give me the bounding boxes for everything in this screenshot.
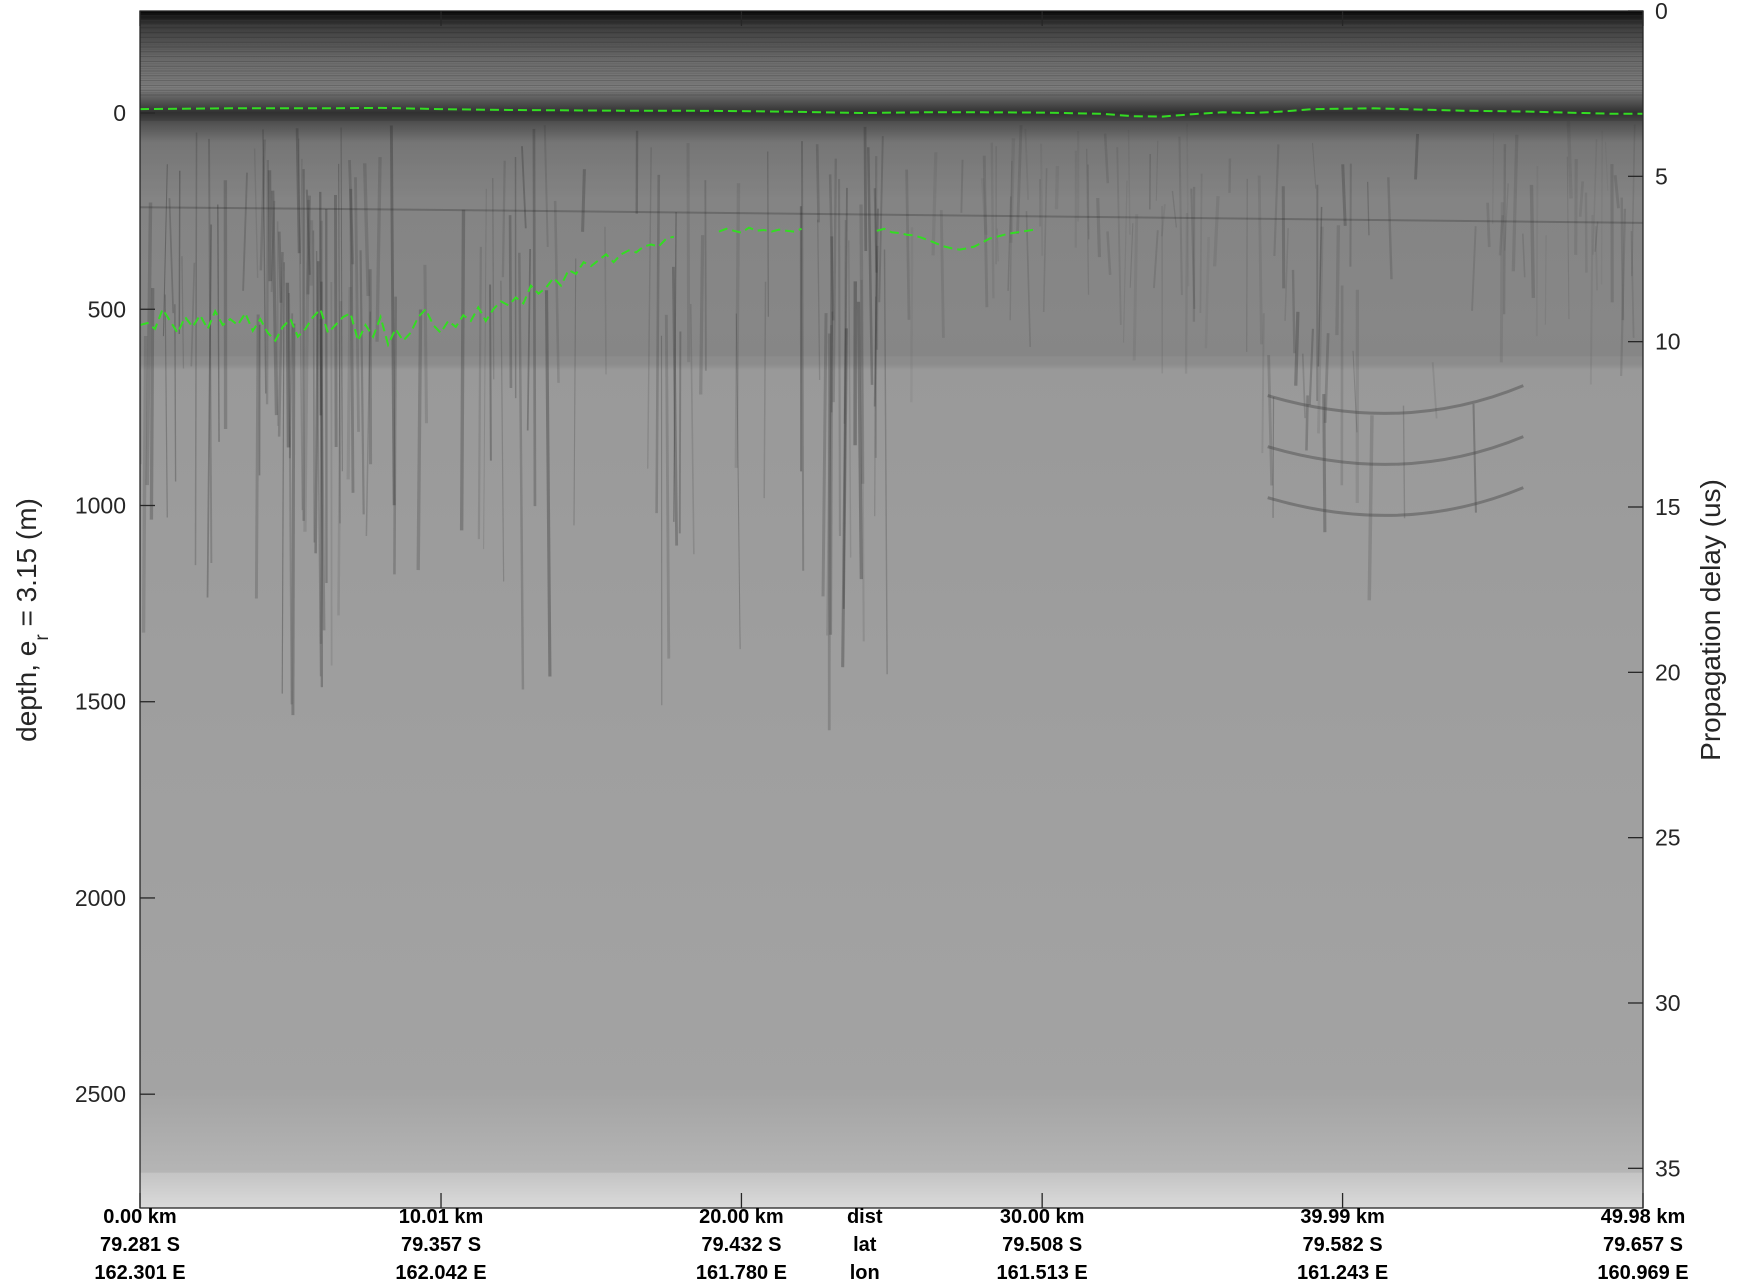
- bottom-tick-dist: 49.98 km: [1601, 1206, 1686, 1228]
- echo-streak: [1337, 225, 1339, 335]
- left-tick-label: 1000: [75, 492, 126, 518]
- echo-streak: [1537, 166, 1538, 336]
- echo-streak: [705, 180, 706, 371]
- bottom-tick-dist: 30.00 km: [1000, 1206, 1085, 1228]
- echo-streak: [1186, 213, 1187, 374]
- echo-streak: [269, 170, 270, 281]
- bottom-tick-lon: 161.243 E: [1297, 1262, 1388, 1283]
- echo-streak: [865, 127, 866, 251]
- left-tick-label: 0: [113, 100, 126, 126]
- bottom-tick-lat: 79.657 S: [1603, 1234, 1683, 1256]
- bottom-tick-lon: 162.042 E: [395, 1262, 486, 1283]
- echo-streak: [462, 210, 464, 531]
- echo-streak: [493, 178, 494, 379]
- bottom-tick-lon: 160.969 E: [1597, 1262, 1688, 1283]
- bottom-row-label-lat: lat: [853, 1234, 877, 1256]
- echo-streak: [313, 231, 314, 543]
- echogram-image: [140, 11, 1643, 1208]
- right-tick-label: 5: [1655, 163, 1668, 189]
- bottom-tick-lon: 161.513 E: [997, 1262, 1088, 1283]
- echo-streak: [1293, 270, 1294, 353]
- right-tick-label: 35: [1655, 1155, 1681, 1181]
- echo-streak: [311, 220, 312, 285]
- echo-streak: [1602, 131, 1603, 285]
- echo-streak: [151, 288, 152, 520]
- left-tick-label: 1500: [75, 689, 126, 715]
- echo-streak: [1200, 174, 1201, 313]
- echo-streak: [1416, 134, 1418, 179]
- echo-streak: [195, 132, 196, 565]
- bottom-tick-dist: 20.00 km: [699, 1206, 784, 1228]
- echo-streak: [1531, 185, 1533, 298]
- left-tick-label: 500: [88, 296, 126, 322]
- right-tick-label: 15: [1655, 494, 1681, 520]
- echo-streak: [688, 143, 689, 362]
- echo-streak: [490, 285, 491, 461]
- right-tick-label: 20: [1655, 659, 1681, 685]
- echo-streak: [701, 235, 703, 394]
- echo-streak: [1296, 312, 1298, 386]
- bottom-tick-lon: 161.780 E: [696, 1262, 787, 1283]
- echo-streak: [736, 183, 738, 468]
- bottom-tick-lat: 79.357 S: [401, 1234, 481, 1256]
- echo-streak: [534, 129, 535, 506]
- bottom-tick-lat: 79.281 S: [100, 1234, 180, 1256]
- echo-streak: [817, 144, 818, 222]
- echo-streak: [605, 227, 606, 375]
- right-axis-title: Propagation delay (us): [1695, 479, 1726, 761]
- echo-streak: [1504, 144, 1505, 314]
- echo-streak: [911, 227, 912, 402]
- echo-streak: [256, 315, 258, 599]
- echo-streak: [1306, 395, 1307, 450]
- echo-streak: [839, 179, 840, 536]
- bottom-tick-lat: 79.582 S: [1303, 1234, 1383, 1256]
- echo-streak: [394, 297, 395, 575]
- bottom-row-label-lon: lon: [850, 1262, 880, 1283]
- echo-streak: [768, 152, 769, 317]
- echo-streak: [510, 215, 511, 388]
- echo-streak: [802, 141, 803, 571]
- bottom-tick-dist: 39.99 km: [1300, 1206, 1385, 1228]
- bottom-tick-lat: 79.432 S: [701, 1234, 781, 1256]
- echo-streak: [267, 160, 268, 404]
- bottom-tick-dist: 10.01 km: [399, 1206, 484, 1228]
- echo-streak: [144, 336, 146, 633]
- right-tick-label: 10: [1655, 329, 1681, 355]
- echo-streak: [425, 265, 427, 423]
- echo-streak: [1488, 203, 1490, 247]
- left-tick-label: 2000: [75, 885, 126, 911]
- echo-streak: [680, 332, 681, 534]
- echo-streak: [961, 160, 962, 213]
- echo-streak: [1545, 235, 1546, 324]
- echo-streak: [348, 287, 350, 479]
- left-tick-label: 2500: [75, 1081, 126, 1107]
- echo-streak: [583, 169, 585, 232]
- right-tick-label: 30: [1655, 990, 1681, 1016]
- echo-streak: [1041, 144, 1042, 256]
- echo-streak: [1098, 198, 1100, 257]
- bottom-tick-lon: 162.301 E: [94, 1262, 185, 1283]
- bottom-tick-lat: 79.508 S: [1002, 1234, 1082, 1256]
- left-axis-title: depth, er = 3.15 (m): [11, 498, 53, 742]
- echo-streak: [293, 324, 294, 716]
- noise-floor: [140, 1173, 1643, 1208]
- bottom-row-label-dist: dist: [847, 1206, 883, 1228]
- bottom-tick-dist: 0.00 km: [103, 1206, 176, 1228]
- echo-streak: [992, 142, 994, 298]
- echo-streak: [335, 195, 336, 447]
- echo-streak: [1247, 179, 1248, 352]
- echo-streak: [1056, 166, 1057, 209]
- right-tick-label: 25: [1655, 825, 1681, 851]
- right-tick-label: 0: [1655, 0, 1668, 24]
